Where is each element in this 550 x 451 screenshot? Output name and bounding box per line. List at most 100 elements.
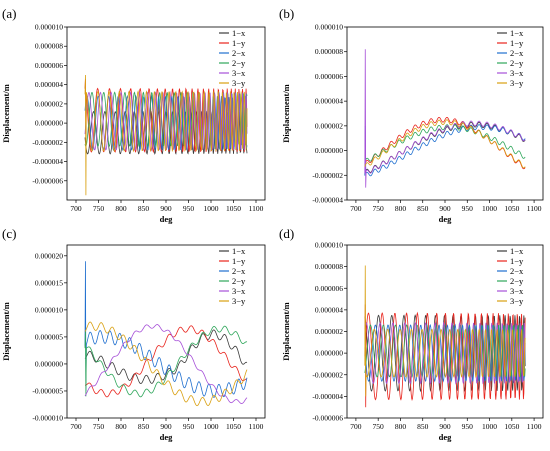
x-tick-label: 850: [138, 204, 150, 213]
x-tick-label: 700: [350, 422, 362, 431]
y-tick-label: 0.000000: [35, 359, 63, 368]
y-tick-label: -0.000002: [312, 370, 343, 379]
x-tick-label: 1000: [204, 422, 219, 431]
legend-label: 1−y: [510, 256, 524, 266]
x-tick-label: 850: [417, 204, 429, 213]
panel-label: (c): [2, 226, 16, 241]
y-tick-label: -0.000006: [312, 414, 343, 423]
x-axis-label: deg: [160, 214, 174, 224]
y-tick-label: 0.000002: [35, 99, 63, 108]
y-tick-label: -0.000004: [32, 157, 63, 166]
chart-panel: (b) 700 750 800 850 900 950 1000 1050 1100 -0.0000…: [279, 6, 544, 224]
x-axis-label: deg: [439, 432, 453, 442]
x-tick-label: 1000: [482, 204, 497, 213]
y-tick-label: 0.000004: [315, 305, 343, 314]
y-tick-label: 0.000000: [315, 146, 343, 155]
legend-label: 3−x: [232, 286, 246, 296]
y-tick-label: -0.000005: [32, 386, 63, 395]
legend-label: 3−y: [510, 296, 524, 306]
x-tick-label: 800: [395, 204, 407, 213]
series-line-2-x: [84, 261, 248, 398]
y-axis-label: Displacement/m: [281, 84, 291, 143]
series-line-3-y: [84, 321, 248, 407]
y-tick-label: 0.000006: [315, 284, 343, 293]
x-tick-label: 950: [462, 204, 474, 213]
legend-label: 1−x: [510, 28, 524, 38]
y-tick-label: 0.000004: [35, 80, 63, 89]
series-line-3-y: [364, 119, 526, 169]
series-line-3-y: [364, 265, 526, 397]
legend-label: 2−y: [232, 276, 246, 286]
chart-panel: (c) 700 750 800 850 900 950 1000 1050 1100 -0.0000…: [1, 226, 266, 442]
y-axis-label: Displacement/m: [1, 84, 11, 143]
legend-label: 3−x: [232, 68, 246, 78]
x-tick-label: 850: [417, 422, 429, 431]
y-tick-label: 0.000008: [35, 42, 63, 51]
x-tick-label: 900: [439, 204, 451, 213]
x-tick-label: 800: [115, 204, 127, 213]
series-line-3-x: [364, 49, 526, 188]
y-tick-label: 0.000010: [315, 241, 343, 250]
legend-label: 2−y: [510, 58, 524, 68]
x-tick-label: 800: [115, 422, 127, 431]
y-tick-label: 0.000002: [315, 121, 343, 130]
y-tick-label: 0.000010: [35, 305, 63, 314]
legend-label: 1−x: [232, 246, 246, 256]
x-tick-label: 900: [439, 422, 451, 431]
panel-label: (a): [2, 6, 16, 21]
x-tick-label: 1100: [249, 204, 264, 213]
y-axis-label: Displacement/m: [281, 302, 291, 361]
y-tick-label: 0.000020: [35, 251, 63, 260]
legend-label: 1−y: [232, 38, 246, 48]
series-line-2-x: [364, 124, 526, 177]
y-tick-label: -0.000010: [32, 414, 63, 423]
panel-label: (d): [279, 226, 294, 241]
y-tick-label: 0.000010: [315, 23, 343, 32]
y-tick-label: 0.000005: [35, 332, 63, 341]
legend-label: 3−y: [232, 296, 246, 306]
x-tick-label: 700: [70, 204, 82, 213]
x-tick-label: 900: [160, 422, 172, 431]
x-axis-label: deg: [439, 214, 453, 224]
y-tick-label: 0.000000: [315, 349, 343, 358]
y-axis-label: Displacement/m: [1, 302, 11, 361]
x-tick-label: 950: [183, 422, 195, 431]
legend-label: 2−x: [232, 266, 246, 276]
x-tick-label: 950: [462, 422, 474, 431]
y-tick-label: 0.000015: [35, 278, 63, 287]
x-tick-label: 750: [373, 422, 385, 431]
y-tick-label: -0.000004: [312, 392, 343, 401]
x-tick-label: 1000: [204, 204, 219, 213]
x-tick-label: 800: [395, 422, 407, 431]
x-tick-label: 750: [93, 422, 105, 431]
legend-label: 2−x: [510, 48, 524, 58]
x-tick-label: 1050: [504, 422, 519, 431]
x-tick-label: 750: [93, 204, 105, 213]
y-tick-label: 0.000000: [35, 119, 63, 128]
legend-label: 2−y: [510, 276, 524, 286]
x-tick-label: 1100: [249, 422, 264, 431]
chart-panel: (d) 700 750 800 850 900 950 1000 1050 1100 -0.0000…: [279, 226, 544, 442]
legend-label: 2−y: [232, 58, 246, 68]
series-line-3-x: [84, 324, 248, 404]
series-line-1-x: [84, 329, 248, 385]
y-tick-label: -0.000002: [32, 138, 63, 147]
legend-label: 2−x: [232, 48, 246, 58]
x-tick-label: 1100: [527, 204, 542, 213]
legend-label: 3−y: [510, 78, 524, 88]
series-line-1-y: [84, 325, 248, 398]
legend-label: 3−x: [510, 68, 524, 78]
y-tick-label: -0.000002: [312, 171, 343, 180]
y-tick-label: 0.000008: [315, 47, 343, 56]
y-tick-label: 0.000010: [35, 23, 63, 32]
legend-label: 1−x: [232, 28, 246, 38]
x-tick-label: 700: [350, 204, 362, 213]
x-tick-label: 900: [160, 204, 172, 213]
y-tick-label: 0.000004: [315, 97, 343, 106]
x-tick-label: 850: [138, 422, 150, 431]
x-tick-label: 700: [70, 422, 82, 431]
legend-label: 1−x: [510, 246, 524, 256]
legend-label: 2−x: [510, 266, 524, 276]
y-tick-label: 0.000008: [315, 262, 343, 271]
